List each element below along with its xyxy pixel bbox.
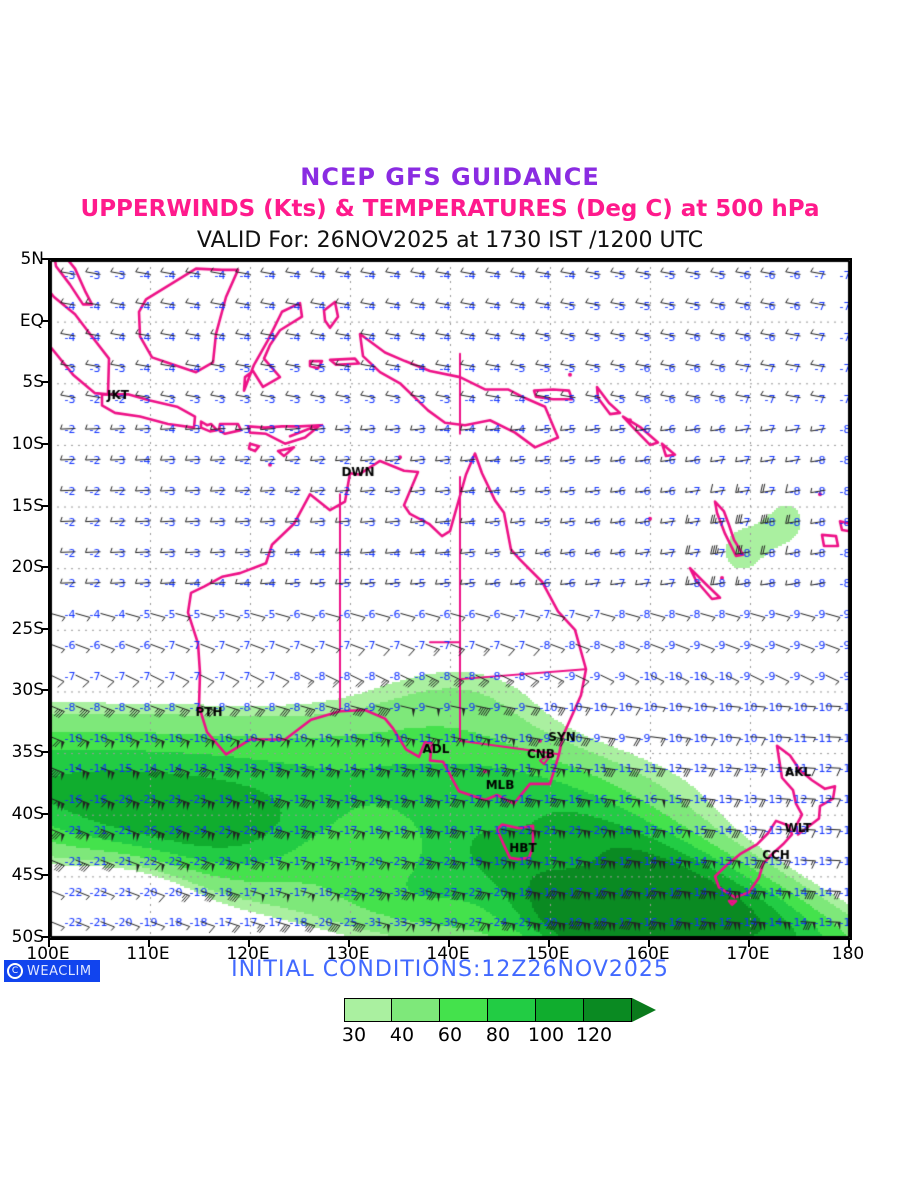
y-axis-tick-label: 30S	[11, 680, 44, 701]
colorbar-cells	[320, 998, 656, 1022]
y-axis-tick-label: 15S	[11, 495, 44, 516]
colorbar-cell	[392, 998, 440, 1022]
colorbar-tick-label: 40	[389, 1024, 415, 1046]
colorbar-under-arrow	[320, 998, 344, 1022]
colorbar-tick-label: 100	[527, 1024, 565, 1046]
y-axis-tick-label: EQ	[19, 310, 44, 331]
x-axis-tick-label: 170E	[726, 944, 770, 964]
y-axis-tick-label: 5N	[20, 249, 44, 269]
x-axis-tick-label: 160E	[626, 944, 670, 964]
circle-c-icon: C	[7, 963, 23, 979]
y-axis-tick-label: 45S	[11, 865, 44, 886]
x-axis-tick-label: 120E	[226, 944, 270, 964]
y-axis-tick-label: 10S	[11, 433, 44, 454]
subtitle-variable: UPPERWINDS (Kts) & TEMPERATURES (Deg C) …	[80, 196, 820, 222]
colorbar-cell	[584, 998, 632, 1022]
colorbar-cell	[440, 998, 488, 1022]
weather-map-canvas	[50, 260, 850, 938]
y-axis-tick-label: 20S	[11, 557, 44, 578]
x-axis-tick-label: 100E	[26, 944, 70, 964]
colorbar-tick-label: 80	[485, 1024, 511, 1046]
x-axis-tick-label: 180	[831, 944, 865, 964]
colorbar-cell	[536, 998, 584, 1022]
y-axis-tick-label: 25S	[11, 618, 44, 639]
x-axis-tick-label: 110E	[126, 944, 170, 964]
colorbar-over-arrow	[632, 998, 656, 1022]
x-axis-tick-label: 130E	[326, 944, 370, 964]
y-axis-tick-label: 35S	[11, 742, 44, 763]
y-axis-tick-label: 40S	[11, 803, 44, 824]
x-axis-tick-label: 140E	[426, 944, 470, 964]
weaclim-branding-badge: C WEACLIM	[4, 960, 100, 982]
map-plot-area[interactable]	[48, 258, 852, 940]
colorbar-tick-label: 120	[575, 1024, 613, 1046]
initial-conditions-caption: INITIAL CONDITIONS:12Z26NOV2025	[231, 957, 669, 982]
weaclim-label: WEACLIM	[27, 963, 92, 979]
page-title: NCEP GFS GUIDANCE	[300, 163, 600, 191]
colorbar-cell	[344, 998, 392, 1022]
x-axis-tick-label: 150E	[526, 944, 570, 964]
y-axis-tick-label: 50S	[11, 927, 44, 947]
colorbar-tick-label: 30	[341, 1024, 367, 1046]
colorbar-cell	[488, 998, 536, 1022]
colorbar: 30 40 60 80 100 120	[320, 998, 656, 1046]
y-axis-tick-label: 5S	[22, 372, 44, 393]
colorbar-tick-label: 60	[437, 1024, 463, 1046]
subtitle-validtime: VALID For: 26NOV2025 at 1730 IST /1200 U…	[196, 228, 704, 253]
